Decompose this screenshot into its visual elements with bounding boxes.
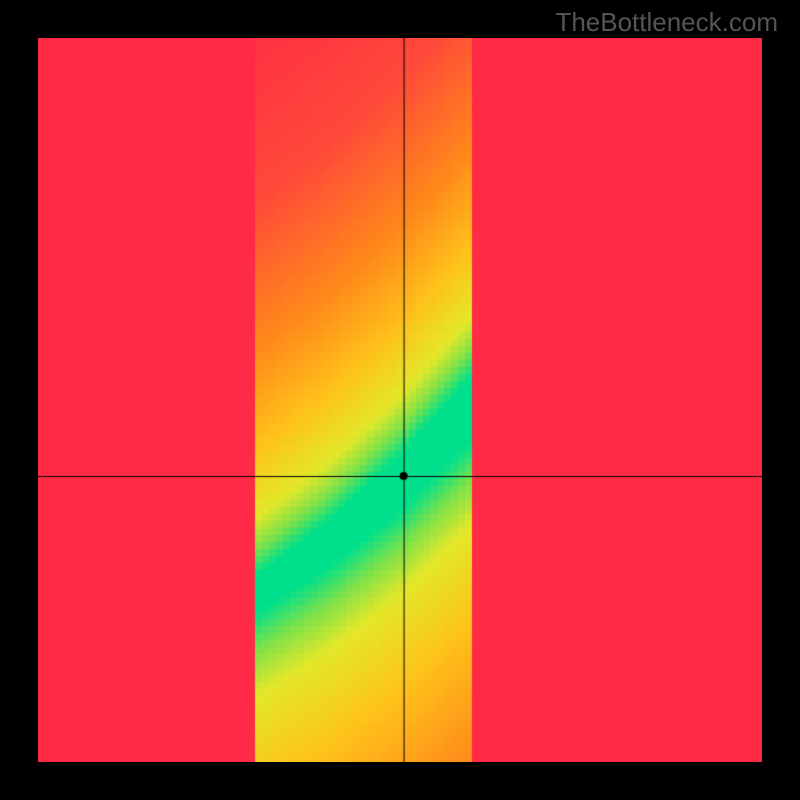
chart-container: TheBottleneck.com	[0, 0, 800, 800]
watermark-text: TheBottleneck.com	[555, 7, 778, 38]
bottleneck-heatmap	[38, 38, 762, 762]
